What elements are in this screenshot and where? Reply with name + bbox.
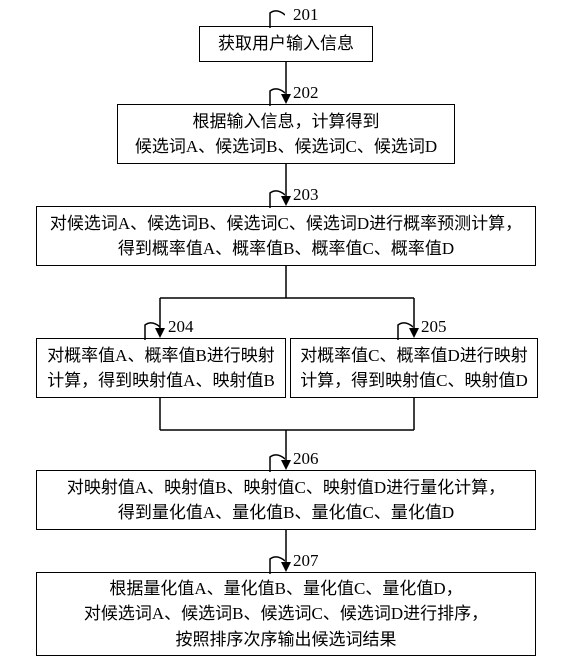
node-text-line: 对候选词A、候选词B、候选词C、候选词D进行排序， (84, 601, 488, 627)
step-label-202: 202 (293, 83, 319, 103)
flow-node-203: 对候选词A、候选词B、候选词C、候选词D进行概率预测计算，得到概率值A、概率值B… (36, 206, 536, 266)
flow-node-204: 对概率值A、概率值B进行映射计算，得到映射值A、映射值B (36, 338, 286, 398)
connector-4 (0, 0, 568, 671)
flow-node-205: 对概率值C、概率值D进行映射计算，得到映射值C、映射值D (290, 338, 538, 398)
node-text-line: 计算，得到映射值C、映射值D (300, 368, 528, 394)
flow-node-201: 获取用户输入信息 (199, 26, 373, 62)
node-text-line: 候选词A、候选词B、候选词C、候选词D (135, 134, 437, 160)
node-text-line: 对映射值A、映射值B、映射值C、映射值D进行量化计算， (67, 475, 505, 501)
step-label-207: 207 (293, 551, 319, 571)
connector-0 (0, 0, 568, 671)
connector-2 (0, 0, 568, 671)
step-label-206: 206 (293, 449, 319, 469)
node-text-line: 根据输入信息，计算得到 (193, 109, 380, 135)
connector-1 (0, 0, 568, 671)
node-text-line: 按照排序次序输出候选词结果 (176, 627, 397, 653)
connector-3 (0, 0, 568, 671)
step-label-205: 205 (421, 317, 447, 337)
node-text-line: 根据量化值A、量化值B、量化值C、量化值D， (109, 576, 462, 602)
step-label-201: 201 (293, 5, 319, 25)
node-text-line: 得到概率值A、概率值B、概率值C、概率值D (118, 236, 454, 262)
flow-node-207: 根据量化值A、量化值B、量化值C、量化值D，对候选词A、候选词B、候选词C、候选… (36, 572, 536, 656)
step-label-203: 203 (293, 185, 319, 205)
node-text-line: 对概率值C、概率值D进行映射 (300, 343, 528, 369)
flowchart-canvas: 获取用户输入信息 201 根据输入信息，计算得到候选词A、候选词B、候选词C、候选… (0, 0, 568, 671)
node-text-line: 对候选词A、候选词B、候选词C、候选词D进行概率预测计算， (50, 211, 522, 237)
flow-node-206: 对映射值A、映射值B、映射值C、映射值D进行量化计算，得到量化值A、量化值B、量… (36, 470, 536, 530)
node-text-line: 得到量化值A、量化值B、量化值C、量化值D (118, 500, 454, 526)
node-text-line: 计算，得到映射值A、映射值B (47, 368, 275, 394)
step-label-204: 204 (168, 317, 194, 337)
node-text-line: 对概率值A、概率值B进行映射 (47, 343, 275, 369)
node-text-line: 获取用户输入信息 (218, 31, 354, 57)
flow-node-202: 根据输入信息，计算得到候选词A、候选词B、候选词C、候选词D (117, 104, 455, 164)
